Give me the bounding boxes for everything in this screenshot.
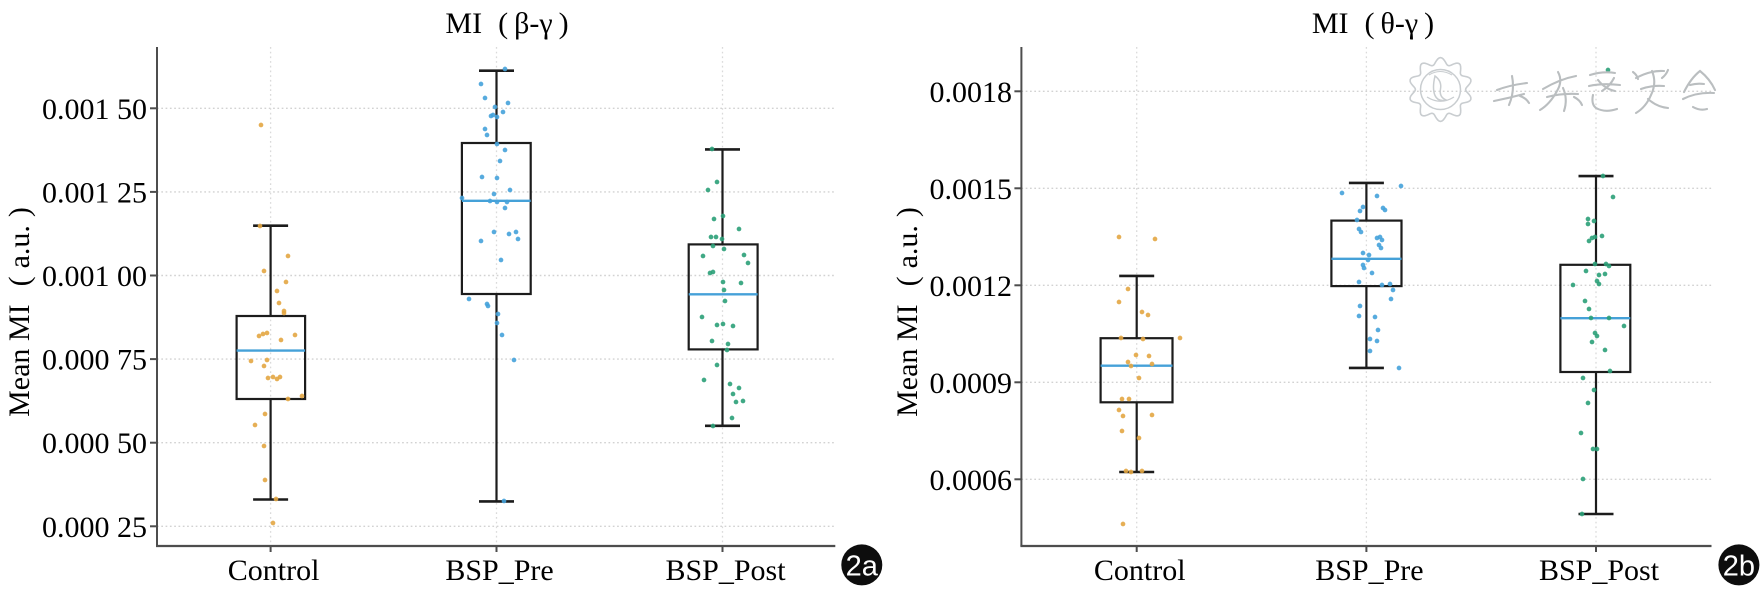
svg-text:0.000 50: 0.000 50 <box>42 427 147 460</box>
svg-text:0.0006: 0.0006 <box>930 464 1013 497</box>
svg-text:MI(β-γ): MI(β-γ) <box>445 7 568 40</box>
svg-text:2a: 2a <box>846 551 879 583</box>
svg-text:Control: Control <box>228 554 320 587</box>
svg-text:MI(θ-γ): MI(θ-γ) <box>1312 7 1434 40</box>
svg-text:BSP_Post: BSP_Post <box>665 554 786 587</box>
svg-text:BSP_Pre: BSP_Pre <box>445 554 553 587</box>
svg-text:0.001 25: 0.001 25 <box>42 176 147 209</box>
svg-text:0.0009: 0.0009 <box>930 367 1013 400</box>
svg-text:0.0012: 0.0012 <box>930 270 1013 303</box>
svg-text:0.001 50: 0.001 50 <box>42 93 147 126</box>
svg-text:Control: Control <box>1094 554 1186 587</box>
svg-text:0.0015: 0.0015 <box>930 173 1013 206</box>
svg-text:Mean MI(a.u.): Mean MI(a.u.) <box>891 207 924 417</box>
svg-text:0.000 25: 0.000 25 <box>42 511 147 544</box>
svg-text:2b: 2b <box>1723 551 1755 583</box>
svg-text:BSP_Post: BSP_Post <box>1539 554 1660 587</box>
svg-text:Mean MI(a.u.): Mean MI(a.u.) <box>3 207 36 417</box>
svg-text:0.0018: 0.0018 <box>930 76 1013 109</box>
svg-text:0.001 00: 0.001 00 <box>42 260 147 293</box>
svg-text:BSP_Pre: BSP_Pre <box>1315 554 1423 587</box>
svg-text:0.000 75: 0.000 75 <box>42 344 147 377</box>
